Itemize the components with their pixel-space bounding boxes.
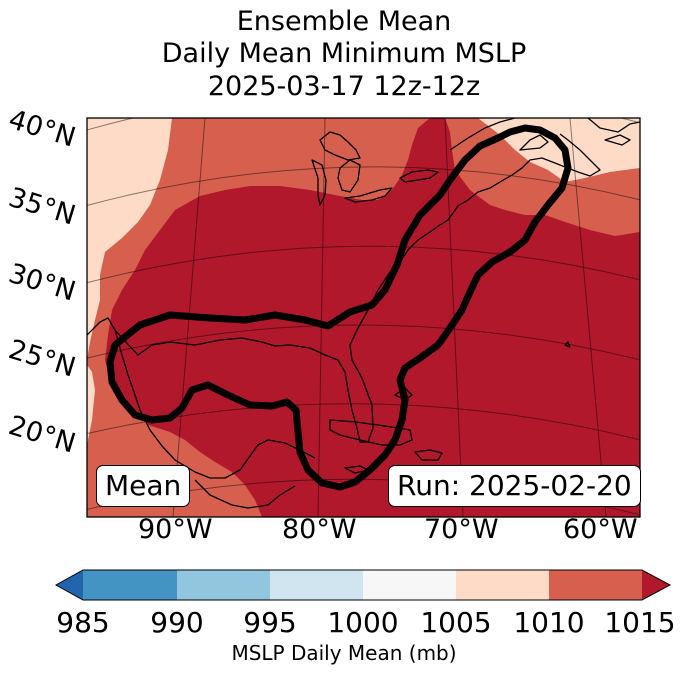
- colorbar-tick-1005: 1005: [420, 606, 492, 639]
- colorbar-bin-985-990: [83, 570, 177, 600]
- colorbar-tick-1010: 1010: [513, 606, 585, 639]
- title-line-2: Daily Mean Minimum MSLP: [161, 38, 527, 69]
- colorbar: [54, 569, 672, 601]
- pressure-contour-1015: [106, 124, 572, 491]
- colorbar-tick-1000: 1000: [327, 606, 399, 639]
- colorbar-tick-1015: 1015: [604, 606, 676, 639]
- title-line-3: 2025-03-17 12z-12z: [207, 71, 481, 102]
- colorbar-outline: [54, 569, 672, 601]
- colorbar-extend-low: [56, 570, 83, 600]
- colorbar-bin-1005-1010: [456, 570, 549, 600]
- lon-label-60w: 60°W: [563, 514, 638, 545]
- colorbar-bin-995-1000: [270, 570, 363, 600]
- pressure-field-above-1015: [105, 118, 640, 517]
- map-panel: [87, 118, 640, 517]
- run-date-label-box: Run: 2025-02-20: [388, 465, 641, 507]
- lon-label-90w: 90°W: [138, 514, 213, 545]
- map-frame: [86, 117, 641, 518]
- pressure-field-1005-1010-northeast: [478, 118, 640, 182]
- pressure-field-1005-1010-southwest: [87, 365, 95, 445]
- colorbar-bin-1010-1015: [549, 570, 642, 600]
- colorbar-label: MSLP Daily Mean (mb): [231, 641, 457, 665]
- mean-label-box: Mean: [96, 465, 191, 507]
- colorbar-tick-995: 995: [243, 606, 297, 639]
- lon-label-70w: 70°W: [424, 514, 499, 545]
- colorbar-tick-985: 985: [56, 606, 110, 639]
- coastlines: [87, 118, 640, 509]
- lon-label-80w: 80°W: [282, 514, 357, 545]
- colorbar-bin-1000-1005: [363, 570, 456, 600]
- colorbar-bin-990-995: [177, 570, 270, 600]
- colorbar-tick-990: 990: [150, 606, 204, 639]
- pressure-field-1005-1010-west: [87, 118, 172, 360]
- colorbar-extend-high: [642, 570, 670, 600]
- title-line-1: Ensemble Mean: [236, 6, 452, 37]
